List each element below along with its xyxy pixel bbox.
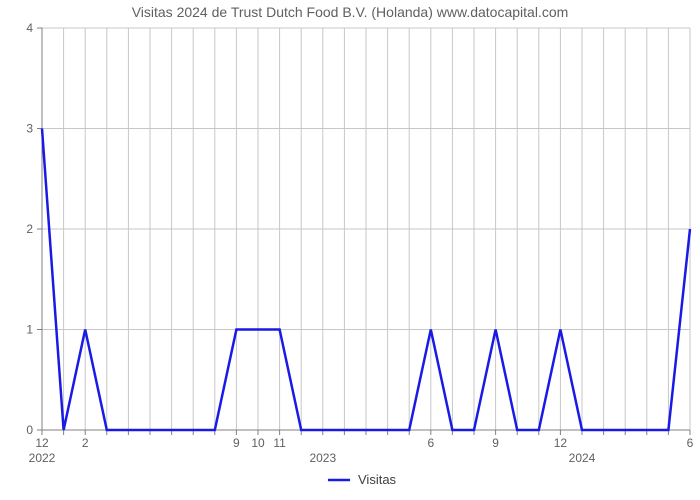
x-tick-label: 9 bbox=[492, 436, 499, 450]
y-tick-label: 0 bbox=[26, 423, 33, 437]
y-tick-label: 2 bbox=[26, 222, 33, 236]
x-tick-label: 12 bbox=[554, 436, 568, 450]
y-tick-label: 1 bbox=[26, 323, 33, 337]
x-tick-label: 9 bbox=[233, 436, 240, 450]
x-tick-label: 11 bbox=[273, 436, 286, 450]
y-tick-label: 3 bbox=[26, 122, 33, 136]
x-year-label: 2022 bbox=[29, 451, 56, 465]
x-year-label: 2024 bbox=[569, 451, 596, 465]
legend-label: Visitas bbox=[358, 472, 397, 487]
y-tick-label: 4 bbox=[26, 21, 33, 35]
x-tick-label: 10 bbox=[251, 436, 265, 450]
x-tick-label: 12 bbox=[35, 436, 49, 450]
chart-title: Visitas 2024 de Trust Dutch Food B.V. (H… bbox=[0, 4, 700, 20]
line-chart: 012341229101169126202220232024Visitas bbox=[0, 0, 700, 500]
x-tick-label: 6 bbox=[687, 436, 694, 450]
x-year-label: 2023 bbox=[309, 451, 336, 465]
chart-container: Visitas 2024 de Trust Dutch Food B.V. (H… bbox=[0, 0, 700, 500]
x-tick-label: 6 bbox=[427, 436, 434, 450]
x-tick-label: 2 bbox=[82, 436, 89, 450]
